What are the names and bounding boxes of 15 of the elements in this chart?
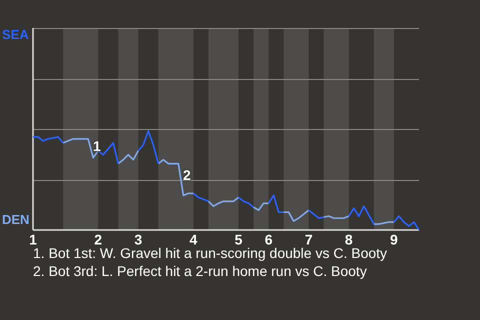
x-tick-label: 6 [264,231,273,248]
text: DEN [2,212,30,227]
x-tick-label: 2 [94,231,102,248]
x-tick-label: 4 [190,231,198,248]
text: SEA [2,27,29,42]
x-tick-label: 9 [390,231,398,248]
x-tick-label: 3 [134,231,142,248]
text: 2. Bot 3rd: L. Perfect hit a 2-run home run vs C. Booty [33,262,368,280]
annotation: 1 [93,138,101,154]
annotation: 2 [183,167,191,183]
x-tick-label: 1 [29,231,38,248]
text: 1. Bot 1st: W. Gravel hit a run-scoring double vs C. Booty [33,245,388,262]
x-tick-label: 5 [234,231,243,248]
x-tick-label: 8 [344,231,353,248]
x-tick-label: 7 [304,231,313,248]
